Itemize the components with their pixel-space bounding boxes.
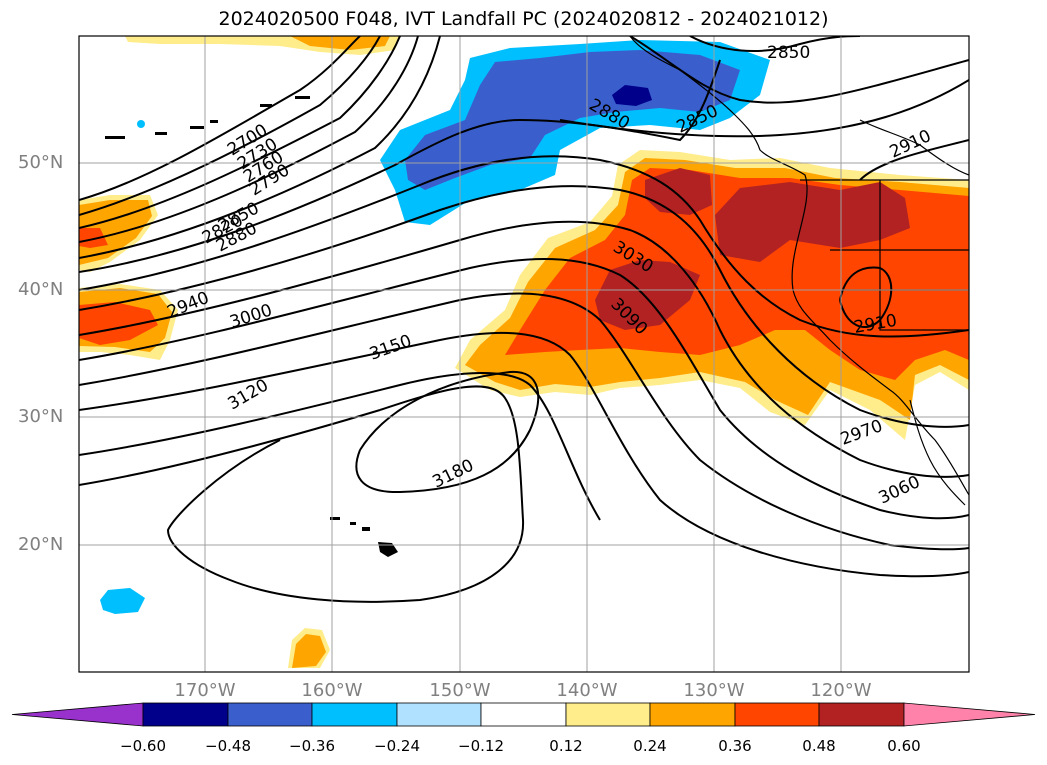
lat-label: 40°N — [18, 279, 64, 300]
colorbar-swatch — [142, 702, 229, 727]
colorbar — [11, 702, 1036, 727]
contour-label: 2910 — [887, 126, 935, 162]
gridlines — [79, 36, 969, 672]
colorbar-tick-label: −0.24 — [374, 737, 420, 755]
negative-ivt-shading — [100, 40, 770, 614]
map-plot-area: 2700 2730 2760 2790 2820 2850 2880 2940 … — [79, 36, 969, 672]
lat-label: 20°N — [18, 534, 64, 555]
colorbar-min-extend — [11, 702, 144, 727]
colorbar-tick-label: 0.48 — [802, 737, 836, 755]
colorbar-swatch — [227, 702, 313, 727]
islands — [105, 96, 398, 557]
colorbar-tick-label: 0.36 — [718, 737, 752, 755]
contour-label: 3180 — [429, 456, 477, 493]
colorbar-swatch — [480, 702, 567, 727]
contour-label: 2850 — [767, 43, 810, 63]
colorbar-tick-label: 0.24 — [633, 737, 667, 755]
lon-label: 170°W — [174, 680, 236, 701]
lon-label: 160°W — [301, 680, 363, 701]
colorbar-swatch — [649, 702, 736, 727]
lat-label: 50°N — [18, 152, 64, 173]
lon-label: 120°W — [810, 680, 872, 701]
contour-label: 3150 — [367, 331, 414, 365]
contour-label: 2970 — [838, 416, 885, 450]
contour-label: 3000 — [227, 300, 274, 332]
colorbar-tick-label: −0.48 — [205, 737, 251, 755]
lat-label: 30°N — [18, 406, 64, 427]
colorbar-tick-label: −0.36 — [289, 737, 335, 755]
colorbar-swatch — [396, 702, 482, 727]
colorbar-swatch — [311, 702, 398, 727]
contour-label: 3060 — [876, 472, 924, 508]
lon-label: 140°W — [556, 680, 618, 701]
height-contours — [79, 36, 969, 603]
colorbar-tick-label: 0.60 — [887, 737, 921, 755]
colorbar-tick-label: −0.12 — [458, 737, 504, 755]
colorbar-tick-label: −0.60 — [120, 737, 166, 755]
plot-frame — [78, 35, 970, 673]
colorbar-swatch — [818, 702, 905, 727]
colorbar-swatch — [565, 702, 651, 727]
colorbar-swatch — [734, 702, 820, 727]
colorbar-max-extend — [903, 702, 1036, 727]
lon-label: 130°W — [683, 680, 745, 701]
colorbar-tick-label: 0.12 — [549, 737, 583, 755]
lon-label: 150°W — [429, 680, 491, 701]
map-title: 2024020500 F048, IVT Landfall PC (202402… — [218, 8, 829, 30]
